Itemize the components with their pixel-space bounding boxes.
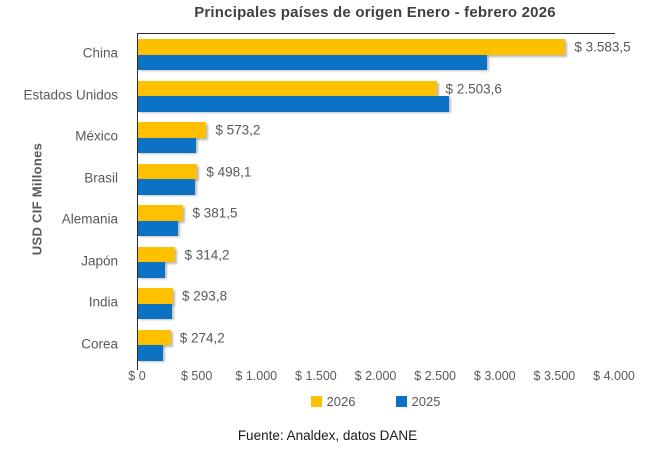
- data-label: $ 381,5: [192, 205, 238, 221]
- bar-2025: [138, 179, 195, 195]
- bar-2025: [138, 345, 164, 361]
- bar-group-japón: $ 314,2: [138, 242, 615, 284]
- x-tick-label: $ 4.000: [593, 369, 635, 383]
- data-label: $ 573,2: [215, 122, 261, 138]
- legend-label: 2026: [326, 393, 356, 409]
- category-label: China: [82, 45, 118, 61]
- bar-group-china: $ 3.583,5: [138, 34, 631, 76]
- category-label: Japón: [81, 253, 118, 269]
- category-label: Alemania: [61, 211, 118, 227]
- bar-group-estados-unidos: $ 2.503,6: [138, 76, 615, 118]
- data-label: $ 314,2: [184, 247, 230, 262]
- bar-2026: [138, 39, 566, 55]
- x-axis-tick-labels: $ 0 $ 500 $ 1.000 $ 1.500 $ 2.000 $ 2.500 $ 3.…: [128, 369, 635, 385]
- bar-group-india: $ 293,8: [138, 283, 615, 325]
- bar-group-alemania: $ 381,5: [138, 200, 615, 242]
- bar-2026: [138, 329, 171, 345]
- chart-title: Principales países de origen Enero - feb…: [194, 4, 556, 21]
- category-label: Corea: [81, 336, 118, 352]
- bar-2025: [138, 137, 196, 153]
- bar-2026: [138, 205, 184, 221]
- x-tick-label: $ 500: [180, 369, 213, 383]
- category-label: México: [75, 128, 118, 144]
- category-label: Brasil: [84, 170, 118, 186]
- bar-2025: [138, 220, 179, 236]
- bar-2026: [138, 288, 174, 304]
- x-tick-label: $ 1.500: [295, 369, 337, 383]
- category-label: India: [88, 294, 118, 310]
- data-label: $ 274,2: [179, 330, 225, 345]
- bar-group-méxico: $ 573,2: [138, 117, 615, 159]
- bar-2025: [138, 303, 173, 319]
- data-label: $ 293,8: [182, 288, 228, 304]
- x-tick-label: $ 3.000: [473, 369, 516, 383]
- legend-item-2025: 2025: [395, 393, 441, 409]
- x-tick-label: $ 1.000: [235, 369, 278, 383]
- data-label: $ 498,1: [206, 164, 252, 179]
- category-axis-labels: China Estados Unidos México Brasil Alemania J…: [0, 33, 127, 365]
- bar-group-corea: $ 274,2: [138, 325, 615, 367]
- legend: 2026 2025: [137, 393, 614, 409]
- x-tick-label: $ 2.000: [354, 369, 397, 383]
- bar-group-brasil: $ 498,1: [138, 159, 615, 201]
- bar-2025: [138, 54, 488, 70]
- bar-2026: [138, 163, 198, 179]
- data-label: $ 3.583,5: [574, 39, 631, 55]
- category-label: Estados Unidos: [23, 87, 118, 103]
- legend-swatch-icon: [395, 395, 407, 407]
- x-tick-label: $ 2.500: [414, 369, 456, 383]
- x-tick-label: $ 3.500: [533, 369, 576, 383]
- legend-item-2026: 2026: [310, 393, 356, 409]
- bar-2025: [138, 96, 450, 112]
- legend-label: 2025: [411, 393, 441, 409]
- bar-2026: [138, 80, 437, 96]
- x-axis-zero-tick: [137, 365, 138, 370]
- x-tick-label: $ 0: [128, 369, 146, 383]
- plot-area: $ 3.583,5 $ 2.503,6 $ 573,2 $ 498,1 $ 381,5 $…: [137, 33, 631, 367]
- bar-2025: [138, 262, 166, 278]
- bar-2026: [138, 122, 207, 138]
- source-note: Fuente: Analdex, datos DANE: [237, 428, 418, 443]
- data-label: $ 2.503,6: [445, 81, 502, 96]
- legend-swatch-icon: [310, 395, 322, 407]
- bar-2026: [138, 246, 176, 262]
